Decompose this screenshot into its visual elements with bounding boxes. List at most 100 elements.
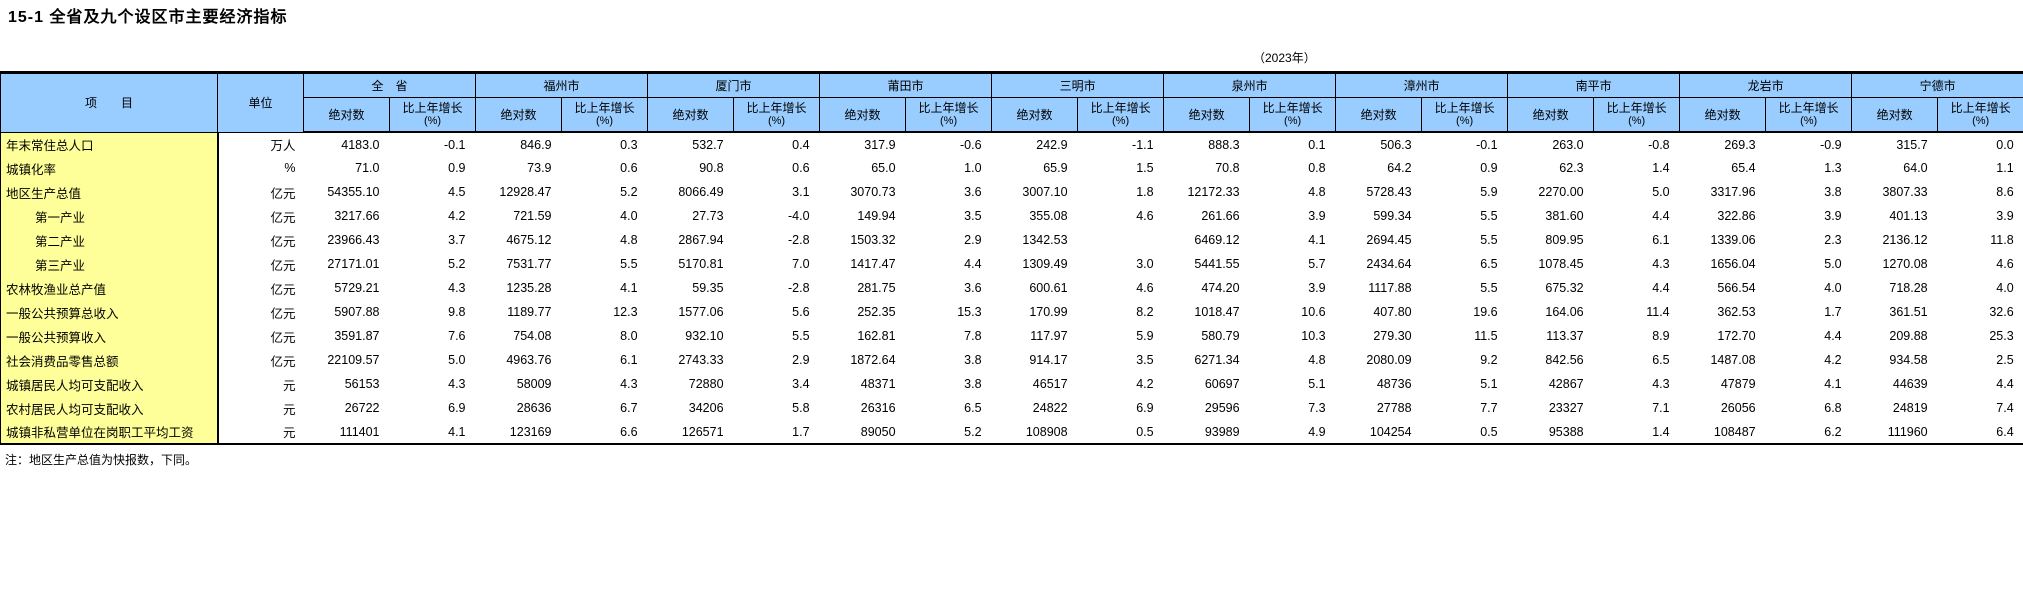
growth-value-cell: 4.6 [1996, 257, 2014, 271]
abs-value-cell: 362.53 [1717, 305, 1756, 319]
growth-value-cell: 2.9 [792, 353, 810, 367]
abs-value-cell: 407.80 [1373, 305, 1412, 319]
abs-value-cell: 108908 [1025, 424, 1068, 439]
abs-header-6: 绝对数 [1335, 97, 1423, 133]
growth-value-cell: 10.6 [1301, 305, 1326, 319]
abs-value-cell: 108487 [1713, 424, 1756, 439]
growth-value-cell: 3.8 [964, 353, 982, 367]
growth-value-cell: 6.1 [620, 353, 638, 367]
abs-value-cell: 2270.00 [1538, 185, 1584, 199]
abs-value-cell: 934.58 [1889, 353, 1928, 367]
growth-value-cell: 1.7 [792, 424, 810, 439]
abs-value-cell: 932.10 [685, 329, 724, 343]
growth-value-cell: 6.4 [1996, 424, 2014, 439]
abs-value-cell: 322.86 [1717, 209, 1756, 223]
abs-value-cell: 72880 [688, 377, 724, 391]
table-row: 第一产业 亿元 3217.66 4.2 721.59 4.0 27.73 -4.0 149.94… [0, 204, 2023, 228]
abs-value-cell: 506.3 [1380, 137, 1412, 152]
abs-value-cell: 90.8 [699, 161, 724, 175]
growth-value-cell: 5.5 [1480, 233, 1498, 247]
growth-value-cell: 4.4 [1652, 281, 1670, 295]
abs-value-cell: 34206 [688, 401, 724, 415]
growth-value-cell: 11.5 [1474, 329, 1498, 343]
growth-value-cell: -0.9 [1820, 137, 1842, 152]
table-header: 项 目单位全 省福州市 厦门市 莆田市 三明市 泉州市 漳州市 南平市 龙岩市 宁德市 绝对数 比上… [0, 72, 2023, 133]
growth-value-cell: 0.1 [1308, 137, 1326, 152]
growth-value-cell: 2.5 [1996, 353, 2014, 367]
table-row: 城镇化率% 71.0 0.9 73.9 0.6 90.8 0.6 65.0 1.0 65.9 1.5… [0, 156, 2023, 180]
abs-value-cell: 2743.33 [678, 353, 724, 367]
growth-value-cell: 4.3 [1652, 377, 1670, 391]
growth-value-cell: 3.9 [1308, 281, 1326, 295]
growth-header-7: 比上年增长 (%) [1593, 97, 1681, 133]
growth-value-cell: 8.6 [1996, 185, 2014, 199]
growth-header-6: 比上年增长 (%) [1421, 97, 1509, 133]
growth-value-cell: 0.3 [620, 137, 638, 152]
growth-value-cell: 5.0 [448, 353, 466, 367]
unit-column-header: 单位 [217, 72, 304, 133]
unit-cell: 亿元 [270, 306, 296, 321]
growth-value-cell: 10.3 [1301, 329, 1326, 343]
abs-value-cell: 842.56 [1545, 353, 1584, 367]
growth-value-cell: 4.3 [448, 377, 466, 391]
abs-value-cell: 24822 [1032, 401, 1068, 415]
abs-value-cell: 580.79 [1201, 329, 1240, 343]
abs-header-9: 绝对数 [1851, 97, 1939, 133]
abs-value-cell: 12928.47 [499, 185, 552, 199]
abs-value-cell: 1309.49 [1022, 257, 1068, 271]
growth-value-cell: 3.7 [448, 233, 466, 247]
row-label: 农林牧渔业总产值 [0, 276, 219, 300]
unit-cell: 万人 [270, 138, 296, 153]
unit-cell: 亿元 [270, 330, 296, 345]
growth-value-cell: 5.5 [620, 257, 638, 271]
region-header-8: 龙岩市 [1679, 72, 1853, 98]
region-header-5: 泉州市 [1163, 72, 1337, 98]
abs-value-cell: 261.66 [1201, 209, 1240, 223]
growth-value-cell: 3.1 [792, 185, 810, 199]
abs-value-cell: 29596 [1204, 401, 1240, 415]
abs-value-cell: 532.7 [692, 137, 724, 152]
growth-value-cell: 4.2 [1824, 353, 1842, 367]
growth-value-cell: 3.4 [792, 377, 810, 391]
abs-value-cell: 23327 [1548, 401, 1584, 415]
abs-value-cell: 48736 [1376, 377, 1412, 391]
growth-header-8: 比上年增长 (%) [1765, 97, 1853, 133]
abs-value-cell: 6469.12 [1194, 233, 1240, 247]
abs-value-cell: 1078.45 [1538, 257, 1584, 271]
abs-value-cell: 361.51 [1889, 305, 1928, 319]
abs-value-cell: 62.3 [1559, 161, 1584, 175]
growth-value-cell: 7.6 [448, 329, 466, 343]
abs-value-cell: 1189.77 [507, 305, 552, 319]
table-row: 农林牧渔业总产值 亿元 5729.21 4.3 1235.28 4.1 59.35 -2.8 2… [0, 276, 2023, 300]
abs-value-cell: 93989 [1204, 424, 1240, 439]
growth-value-cell: 1.5 [1136, 161, 1154, 175]
growth-value-cell: 0.4 [792, 137, 810, 152]
growth-value-cell: 6.9 [1136, 401, 1154, 415]
abs-value-cell: 48371 [860, 377, 896, 391]
abs-value-cell: 1270.08 [1882, 257, 1928, 271]
abs-value-cell: 8066.49 [678, 185, 724, 199]
row-label: 城镇居民人均可支配收入 [0, 372, 219, 396]
growth-value-cell: 4.6 [1136, 281, 1154, 295]
abs-value-cell: 5170.81 [678, 257, 724, 271]
abs-value-cell: 59.35 [692, 281, 724, 295]
region-header-6: 漳州市 [1335, 72, 1509, 98]
region-header-7: 南平市 [1507, 72, 1681, 98]
abs-header-3: 绝对数 [819, 97, 907, 133]
growth-value-cell: 7.4 [1996, 401, 2014, 415]
row-label: 一般公共预算总收入 [0, 300, 219, 324]
growth-value-cell: 5.2 [448, 257, 466, 271]
growth-value-cell: -0.1 [443, 137, 466, 152]
growth-value-cell: 4.4 [1824, 329, 1842, 343]
row-label: 地区生产总值 [0, 180, 219, 204]
growth-value-cell: 6.2 [1824, 424, 1842, 439]
row-label: 农村居民人均可支配收入 [0, 396, 219, 420]
growth-value-cell: 0.5 [1480, 424, 1498, 439]
growth-value-cell: 12.3 [613, 305, 638, 319]
growth-value-cell: 11.8 [1990, 233, 2014, 247]
growth-value-cell: 6.5 [964, 401, 982, 415]
abs-value-cell: 269.3 [1724, 137, 1756, 152]
abs-value-cell: 242.9 [1036, 137, 1068, 152]
abs-header-8: 绝对数 [1679, 97, 1767, 133]
